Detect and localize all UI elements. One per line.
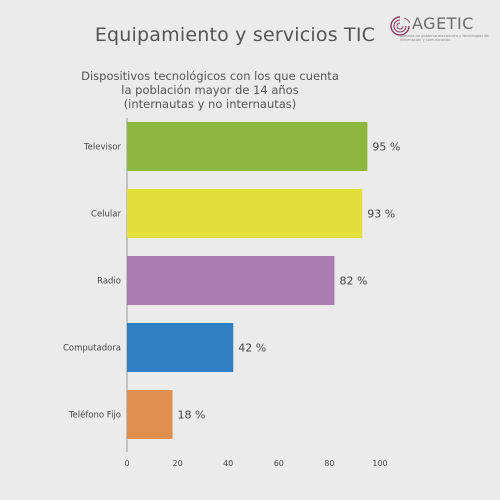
- x-tick-label: 80: [324, 459, 334, 468]
- x-tick-label: 0: [124, 459, 129, 468]
- value-label: 82 %: [339, 275, 367, 288]
- value-label: 42 %: [238, 342, 266, 355]
- bar: [127, 256, 335, 305]
- chart-subtitle: Dispositivos tecnológicos con los que cu…: [60, 69, 360, 111]
- logo-name: AGETIC: [412, 14, 474, 33]
- agetic-logo: AGETIC Agencia de gobierno electrónico y…: [388, 14, 494, 48]
- category-label: Teléfono Fijo: [68, 410, 121, 421]
- x-tick-label: 40: [223, 459, 233, 468]
- bar: [127, 323, 234, 372]
- bar: [127, 122, 368, 171]
- category-label: Televisor: [83, 143, 122, 153]
- value-label: 95 %: [372, 141, 400, 154]
- bar: [127, 390, 173, 439]
- category-label: Celular: [91, 210, 121, 220]
- bar: [127, 189, 363, 238]
- value-label: 18 %: [178, 409, 206, 422]
- value-label: 93 %: [367, 208, 395, 221]
- chart-subtitle-line: Dispositivos tecnológicos con los que cu…: [81, 69, 339, 83]
- swirl-logo-icon: [390, 16, 411, 36]
- logo-tagline: Agencia de gobierno electrónico y tecnol…: [400, 34, 489, 43]
- x-tick-label: 60: [274, 459, 284, 468]
- x-tick-label: 20: [173, 459, 183, 468]
- category-label: Radio: [97, 277, 121, 287]
- chart-subtitle-line: la población mayor de 14 años: [121, 83, 299, 97]
- x-tick-label: 100: [372, 459, 387, 468]
- chart-subtitle-line: (internautas y no internautas): [123, 97, 297, 111]
- category-label: Computadora: [63, 344, 121, 354]
- page-title: Equipamiento y servicios TIC: [94, 24, 376, 46]
